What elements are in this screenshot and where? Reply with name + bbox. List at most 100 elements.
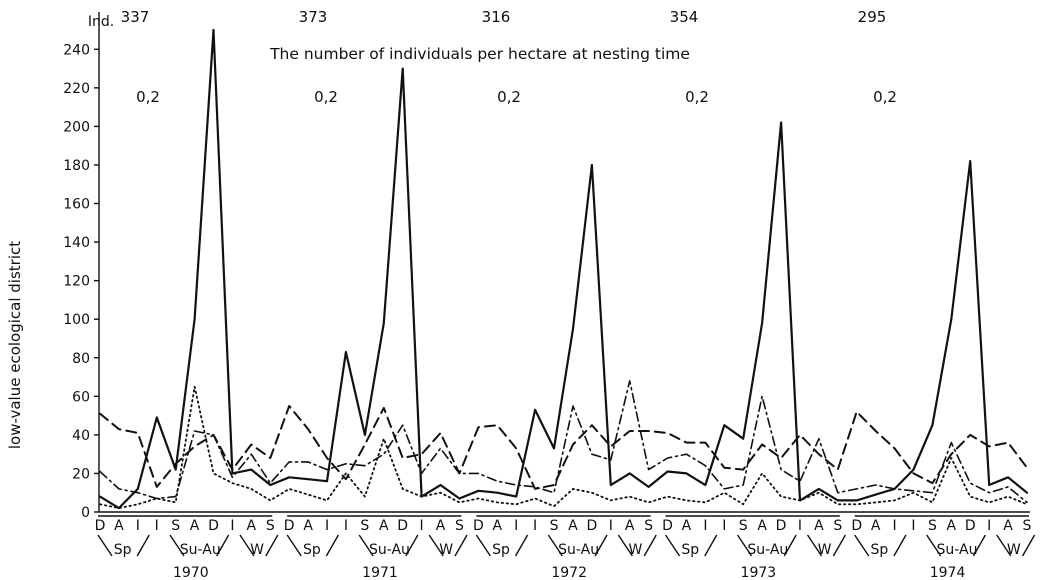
y-tick-label: 220 [63,81,90,97]
month-label: S [928,518,937,534]
season-bracket [286,534,302,557]
month-label: I [420,518,424,534]
month-label: I [609,518,613,534]
month-label: A [1003,518,1013,534]
season-bracket [405,534,419,557]
y-tick-label: 160 [63,197,90,213]
y-tick-label: 140 [63,235,90,251]
season-bracket [736,534,753,557]
month-label: A [814,518,824,534]
month-label: D [397,518,408,534]
season-label: Su-Au [369,542,410,558]
year-label: 1973 [741,565,777,580]
season-bracket [832,534,846,557]
month-label: S [266,518,275,534]
month-label: A [947,518,957,534]
y-tick-label: 40 [72,428,90,444]
month-label: D [208,518,219,534]
y-tick-label: 20 [72,466,90,482]
season-bracket [454,534,468,557]
season-label: Su-Au [558,542,599,558]
season-bracket [643,534,657,557]
season-label: Su-Au [937,542,978,558]
month-label: A [114,518,124,534]
series-line-solid [98,28,1029,510]
month-label: D [662,518,673,534]
season-bracket [475,534,491,557]
season-label: W [1007,542,1021,558]
month-label: D [473,518,484,534]
season-bracket [216,534,230,557]
season-bracket [617,534,633,557]
month-label: A [303,518,313,534]
month-label: I [136,518,140,534]
chart-title: The number of individuals per hectare at… [269,45,690,63]
y-tick-label: 120 [63,274,90,290]
month-label: I [155,518,159,534]
season-label: Su-Au [180,542,221,558]
season-label: Sp [303,542,321,558]
month-label: D [851,518,862,534]
season-bracket [136,534,150,557]
series-line-dashed [99,405,1028,490]
month-label: I [987,518,991,534]
month-label: I [344,518,348,534]
series-line-dash-dot [99,380,1028,504]
season-bracket [358,534,374,557]
year-label: 1971 [362,565,398,580]
season-label: Sp [114,542,132,558]
month-label: I [798,518,802,534]
series-layer [98,28,1029,510]
month-label: D [95,518,106,534]
season-label: Su-Au [747,542,788,558]
nesting-total-label: 337 [121,8,150,26]
month-label: I [893,518,897,534]
month-label: A [625,518,635,534]
nesting-total-label: 373 [299,8,328,26]
ratio-label: 0,2 [314,88,338,106]
month-label: D [965,518,976,534]
season-bracket [547,534,563,557]
season-label: W [818,542,832,558]
month-label: S [360,518,369,534]
month-label: A [436,518,446,534]
y-tick-label: 80 [72,351,90,367]
season-bracket [806,534,823,557]
season-bracket [926,534,942,557]
season-bracket [325,534,339,557]
ratio-label: 0,2 [873,88,897,106]
month-label: D [586,518,597,534]
season-bracket [893,534,907,557]
season-bracket [514,534,529,557]
month-label: A [190,518,200,534]
season-bracket [1021,534,1036,557]
month-label: S [644,518,653,534]
y-tick-label: 240 [63,42,90,58]
month-label: A [757,518,767,534]
season-bracket [996,534,1012,557]
season-bracket [265,534,279,557]
month-label: S [550,518,559,534]
season-bracket [169,534,185,557]
y-tick-label: 100 [63,312,90,328]
month-label: I [514,518,518,534]
season-label: Sp [871,542,889,558]
season-bracket [704,534,718,557]
season-label: Sp [492,542,510,558]
month-label: I [533,518,537,534]
ratio-label: 0,2 [685,88,709,106]
month-label: D [284,518,295,534]
y-tick-label: 0 [81,505,90,521]
y-tick-label: 60 [72,389,90,405]
month-label: A [492,518,502,534]
month-label: I [703,518,707,534]
axes: 0 20 40 60 80 100 120 140 160 180 200 220 240 [63,12,1030,521]
y-axis-label: low-value ecological district [6,241,24,449]
nesting-total-label: 354 [670,8,699,26]
season-bracket [854,534,870,557]
month-label: A [568,518,578,534]
ratio-label: 0,2 [497,88,521,106]
month-label: S [833,518,842,534]
month-label: I [911,518,915,534]
